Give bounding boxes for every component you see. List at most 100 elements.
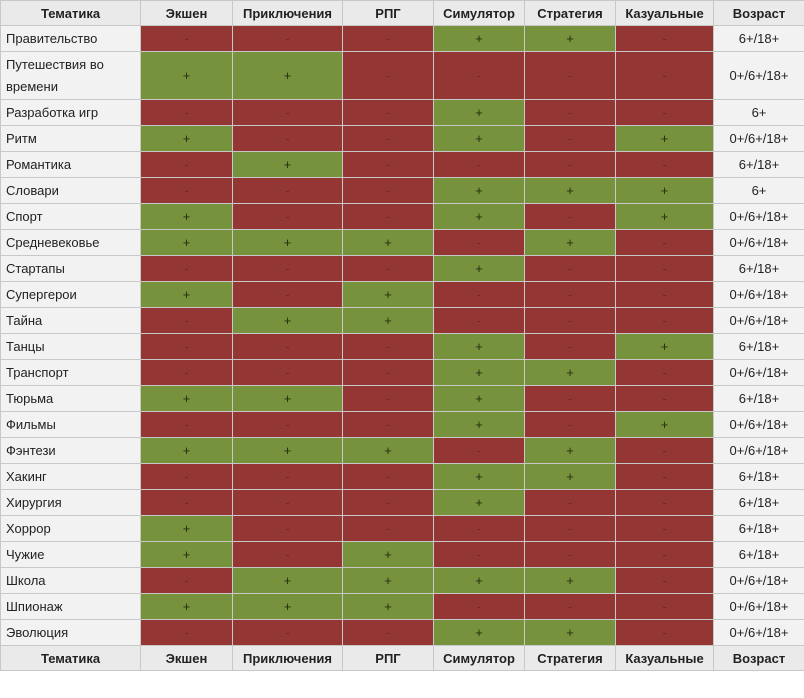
header-row: Тематика Экшен Приключения РПГ Симулятор Стра… xyxy=(0,0,804,26)
casual-cell: + xyxy=(615,177,714,204)
action-cell: - xyxy=(140,307,233,334)
topic-cell: Фильмы xyxy=(0,411,141,438)
action-cell: - xyxy=(140,411,233,438)
adventure-cell: + xyxy=(232,151,343,178)
strategy-cell: + xyxy=(524,567,616,594)
topic-cell: Школа xyxy=(0,567,141,594)
adventure-cell: - xyxy=(232,619,343,646)
simulator-cell: + xyxy=(433,619,525,646)
age-cell: 6+/18+ xyxy=(713,515,804,542)
table-row: Ритм + - - + - +0+/6+/18+ xyxy=(0,125,804,152)
action-cell: - xyxy=(140,25,233,52)
column-footer-topic: Тематика xyxy=(0,645,141,671)
table-row: Словари - - - + + +6+ xyxy=(0,177,804,204)
topic-cell: Тюрьма xyxy=(0,385,141,412)
column-footer-action: Экшен xyxy=(140,645,233,671)
strategy-cell: - xyxy=(524,411,616,438)
age-cell: 0+/6+/18+ xyxy=(713,619,804,646)
simulator-cell: + xyxy=(433,25,525,52)
rpg-cell: + xyxy=(342,307,434,334)
action-cell: - xyxy=(140,99,233,126)
strategy-cell: - xyxy=(524,151,616,178)
casual-cell: - xyxy=(615,437,714,464)
age-cell: 6+/18+ xyxy=(713,333,804,360)
column-header-casual: Казуальные xyxy=(615,0,714,26)
footer-row: Тематика Экшен Приключения РПГ Симулятор Стра… xyxy=(0,645,804,671)
topic-cell: Романтика xyxy=(0,151,141,178)
rpg-cell: + xyxy=(342,281,434,308)
action-cell: - xyxy=(140,255,233,282)
simulator-cell: + xyxy=(433,489,525,516)
simulator-cell: + xyxy=(433,99,525,126)
rpg-cell: - xyxy=(342,333,434,360)
action-cell: + xyxy=(140,51,233,100)
action-cell: + xyxy=(140,593,233,620)
adventure-cell: - xyxy=(232,255,343,282)
rpg-cell: - xyxy=(342,515,434,542)
table-row: Танцы - - - + - +6+/18+ xyxy=(0,333,804,360)
simulator-cell: + xyxy=(433,411,525,438)
age-cell: 0+/6+/18+ xyxy=(713,411,804,438)
action-cell: - xyxy=(140,177,233,204)
age-cell: 0+/6+/18+ xyxy=(713,281,804,308)
simulator-cell: - xyxy=(433,541,525,568)
table-body: Правительство - - - + + -6+/18+ Путешествия во … xyxy=(0,25,804,646)
strategy-cell: + xyxy=(524,229,616,256)
topic-cell: Разработка игр xyxy=(0,99,141,126)
adventure-cell: - xyxy=(232,541,343,568)
table-row: Правительство - - - + + -6+/18+ xyxy=(0,25,804,52)
rpg-cell: - xyxy=(342,25,434,52)
casual-cell: - xyxy=(615,515,714,542)
table-row: Стартапы - - - + - -6+/18+ xyxy=(0,255,804,282)
strategy-cell: + xyxy=(524,177,616,204)
casual-cell: - xyxy=(615,541,714,568)
column-footer-rpg: РПГ xyxy=(342,645,434,671)
strategy-cell: - xyxy=(524,307,616,334)
rpg-cell: - xyxy=(342,99,434,126)
column-header-age: Возраст xyxy=(713,0,804,26)
rpg-cell: - xyxy=(342,385,434,412)
simulator-cell: + xyxy=(433,177,525,204)
table-row: Шпионаж + + + - - -0+/6+/18+ xyxy=(0,593,804,620)
adventure-cell: - xyxy=(232,463,343,490)
strategy-cell: - xyxy=(524,51,616,100)
adventure-cell: - xyxy=(232,281,343,308)
topic-cell: Чужие xyxy=(0,541,141,568)
topic-cell: Хоррор xyxy=(0,515,141,542)
age-cell: 0+/6+/18+ xyxy=(713,359,804,386)
casual-cell: - xyxy=(615,619,714,646)
casual-cell: - xyxy=(615,255,714,282)
rpg-cell: - xyxy=(342,463,434,490)
topic-cell: Путешествия во времени xyxy=(0,51,141,100)
casual-cell: - xyxy=(615,385,714,412)
column-header-strategy: Стратегия xyxy=(524,0,616,26)
casual-cell: - xyxy=(615,489,714,516)
strategy-cell: - xyxy=(524,281,616,308)
action-cell: + xyxy=(140,541,233,568)
table-row: Путешествия во времени + + - - - -0+/6+/18+ xyxy=(0,51,804,100)
action-cell: + xyxy=(140,229,233,256)
topic-cell: Словари xyxy=(0,177,141,204)
strategy-cell: - xyxy=(524,255,616,282)
action-cell: + xyxy=(140,125,233,152)
casual-cell: - xyxy=(615,463,714,490)
age-cell: 6+/18+ xyxy=(713,385,804,412)
table-row: Транспорт - - - + + -0+/6+/18+ xyxy=(0,359,804,386)
age-cell: 0+/6+/18+ xyxy=(713,307,804,334)
adventure-cell: - xyxy=(232,515,343,542)
action-cell: - xyxy=(140,151,233,178)
strategy-cell: - xyxy=(524,489,616,516)
simulator-cell: - xyxy=(433,593,525,620)
casual-cell: - xyxy=(615,51,714,100)
casual-cell: - xyxy=(615,307,714,334)
table-row: Средневековье + + + - + -0+/6+/18+ xyxy=(0,229,804,256)
simulator-cell: + xyxy=(433,203,525,230)
action-cell: + xyxy=(140,385,233,412)
casual-cell: - xyxy=(615,151,714,178)
casual-cell: + xyxy=(615,125,714,152)
simulator-cell: - xyxy=(433,515,525,542)
table-row: Чужие + - + - - -6+/18+ xyxy=(0,541,804,568)
topic-cell: Спорт xyxy=(0,203,141,230)
age-cell: 6+/18+ xyxy=(713,25,804,52)
adventure-cell: + xyxy=(232,385,343,412)
